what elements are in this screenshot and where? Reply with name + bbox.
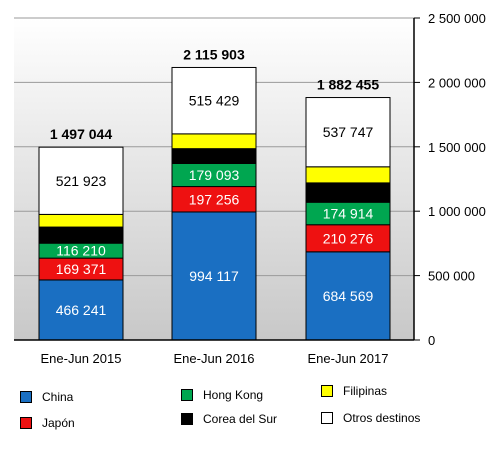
total-label: 1 882 455: [317, 77, 379, 93]
x-category-label: Ene-Jun 2017: [308, 351, 389, 366]
bar-segment: [38, 213, 124, 228]
legend-swatch: [181, 389, 193, 401]
bar-segment: [305, 97, 391, 168]
legend-swatch: [181, 413, 193, 425]
legend-item-hong-kong: Hong Kong: [181, 388, 263, 402]
bar-segment: [38, 279, 124, 341]
total-label: 1 497 044: [50, 126, 112, 142]
data-label: 515 429: [189, 93, 240, 109]
legend-label: Japón: [42, 416, 75, 430]
x-category-label: Ene-Jun 2015: [41, 351, 122, 366]
bar-segment: [171, 133, 257, 150]
y-tick-label: 1 000 000: [428, 204, 486, 219]
legend-label: Otros destinos: [343, 411, 421, 425]
legend-swatch: [321, 385, 333, 397]
bar-segment: [38, 226, 124, 244]
bar-segment: [171, 211, 257, 341]
data-label: 179 093: [189, 167, 240, 183]
data-label: 116 210: [56, 243, 106, 259]
bars: 466 241 169 371 116 210 521 923 1 497 044 994…: [38, 46, 391, 341]
legend-swatch: [321, 412, 333, 424]
legend-label: Corea del Sur: [203, 412, 278, 426]
legend-item-otros-destinos: Otros destinos: [321, 411, 420, 425]
x-category-label: Ene-Jun 2016: [174, 351, 255, 366]
data-label: 466 241: [56, 302, 107, 318]
legend-swatch: [20, 417, 32, 429]
legend-item-filipinas: Filipinas: [321, 384, 387, 398]
legend-item-china: China: [20, 390, 73, 404]
bar-segment: [305, 166, 391, 184]
data-label: 210 276: [323, 230, 374, 246]
legend-label: Hong Kong: [203, 388, 264, 402]
y-tick-label: 2 500 000: [428, 11, 486, 26]
bar-segment: [38, 146, 124, 215]
bar-segment: [171, 66, 257, 135]
legend-item-japon: Japón: [20, 416, 75, 430]
data-label: 684 569: [323, 288, 374, 304]
data-label: 994 117: [189, 268, 239, 284]
legend-label: Filipinas: [343, 384, 388, 398]
y-axis: 0 500 000 1 000 000 1 500 000 2 000 000 2 500…: [14, 11, 486, 348]
y-tick-label: 1 500 000: [428, 140, 486, 155]
bar-segment: [305, 224, 391, 253]
data-label: 197 256: [189, 191, 240, 207]
y-tick-label: 0: [428, 333, 435, 348]
legend-swatch: [20, 391, 32, 403]
data-label: 537 747: [323, 124, 374, 140]
legend-item-corea-del-sur: Corea del Sur: [181, 412, 277, 426]
y-tick-label: 500 000: [428, 269, 475, 284]
total-label: 2 115 903: [183, 46, 245, 62]
data-label: 174 914: [323, 205, 374, 221]
x-axis-labels: Ene-Jun 2015 Ene-Jun 2016 Ene-Jun 2017: [41, 351, 389, 366]
bar-segment: [171, 148, 257, 164]
bar-segment: [305, 182, 391, 203]
data-label: 169 371: [56, 261, 107, 277]
legend-label: China: [42, 390, 74, 404]
data-label: 521 923: [56, 173, 107, 189]
y-tick-label: 2 000 000: [428, 75, 486, 90]
